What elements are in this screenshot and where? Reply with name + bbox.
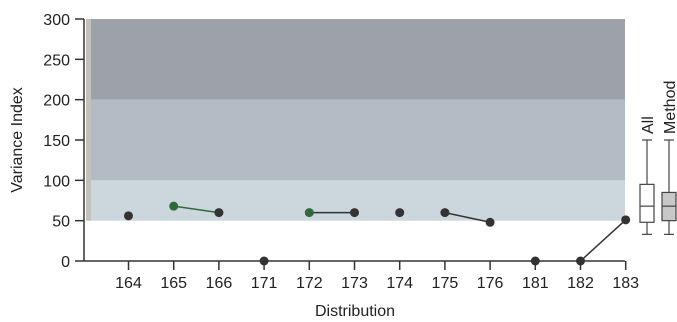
x-tick-label-174: 174 bbox=[386, 275, 413, 292]
x-tick-label-173: 173 bbox=[341, 275, 368, 292]
boxplots: All Method bbox=[639, 81, 677, 235]
boxplot-box bbox=[639, 183, 655, 223]
boxplot-label-all: All bbox=[640, 116, 657, 134]
x-axis: 164 165 166 171 172 173 174 175 176 181 182 183 bbox=[84, 260, 639, 292]
boxplot-label-method: Method bbox=[662, 81, 677, 134]
boxplot-all: All bbox=[639, 116, 657, 235]
x-tick-label-181: 181 bbox=[522, 275, 549, 292]
y-tick-label-0: 0 bbox=[61, 254, 70, 271]
point-164 bbox=[124, 211, 133, 221]
y-tick-label-50: 50 bbox=[52, 214, 70, 231]
boxplot-method: Method bbox=[661, 81, 677, 235]
point-175 bbox=[440, 208, 450, 218]
x-tick-label-176: 176 bbox=[477, 275, 504, 292]
connector-lines bbox=[173, 205, 627, 262]
segment-182-183 bbox=[579, 219, 627, 262]
x-axis-label: Distribution bbox=[315, 303, 395, 320]
band-2 bbox=[88, 19, 625, 100]
x-tick-label-183: 183 bbox=[612, 275, 639, 292]
band-1 bbox=[88, 99, 625, 181]
point-166 bbox=[214, 208, 224, 218]
y-axis: 0 50 100 150 200 250 300 bbox=[43, 12, 85, 271]
point-171 bbox=[259, 256, 269, 266]
point-176 bbox=[485, 217, 495, 227]
y-tick-label-200: 200 bbox=[43, 93, 70, 110]
point-183 bbox=[621, 215, 631, 225]
x-tick-label-182: 182 bbox=[567, 275, 594, 292]
y-tick-label-300: 300 bbox=[43, 12, 70, 29]
y-tick-label-150: 150 bbox=[43, 133, 70, 150]
point-181 bbox=[530, 256, 540, 266]
background-bands bbox=[86, 19, 625, 221]
point-173 bbox=[350, 208, 359, 218]
y-tick-label-250: 250 bbox=[43, 52, 70, 69]
segment-165-166 bbox=[173, 205, 220, 214]
point-165 bbox=[169, 201, 179, 211]
x-tick-label-165: 165 bbox=[160, 275, 187, 292]
y-tick-label-100: 100 bbox=[43, 173, 70, 190]
y-axis-label: Variance Index bbox=[9, 87, 26, 193]
x-tick-label-172: 172 bbox=[296, 275, 323, 292]
x-tick-label-166: 166 bbox=[206, 275, 233, 292]
point-172 bbox=[304, 208, 314, 218]
point-174 bbox=[395, 208, 405, 218]
point-182 bbox=[576, 256, 585, 266]
x-tick-label-171: 171 bbox=[251, 275, 278, 292]
segment-175-176 bbox=[444, 211, 491, 224]
x-tick-label-164: 164 bbox=[115, 275, 142, 292]
x-tick-label-175: 175 bbox=[432, 275, 459, 292]
data-points bbox=[124, 201, 631, 266]
band-edge bbox=[86, 19, 91, 221]
